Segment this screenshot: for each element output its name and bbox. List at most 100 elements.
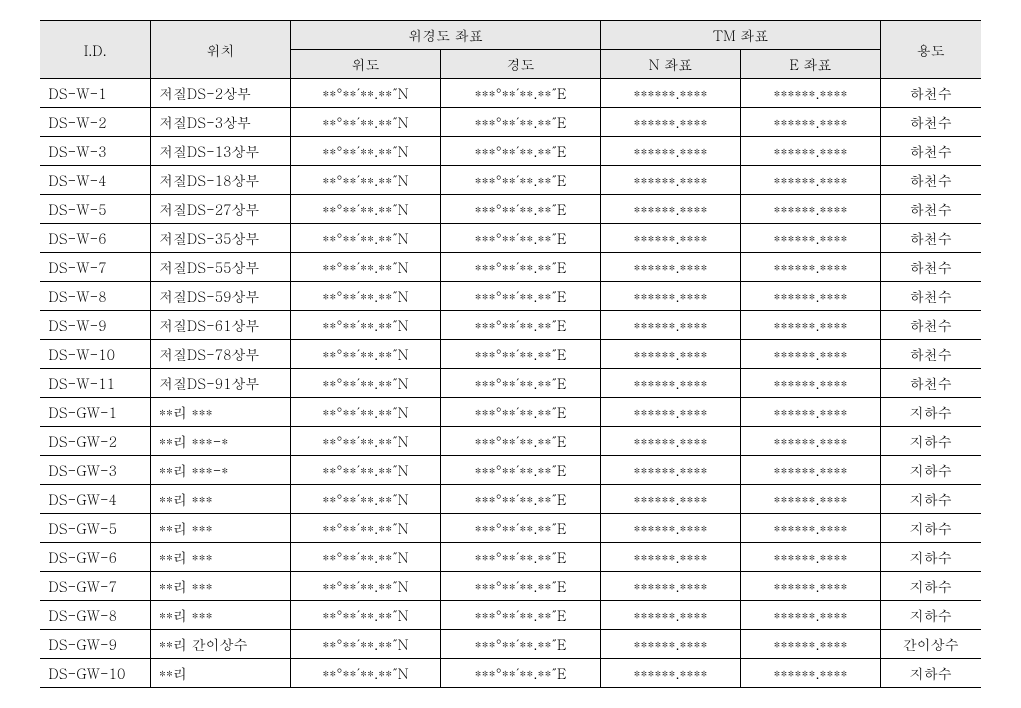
cell-tm-n: ******.**** [601,398,741,427]
cell-use: 지하수 [881,659,981,688]
cell-id: DS-W-6 [40,224,150,253]
col-tm-e: E 좌표 [741,50,881,79]
cell-tm-n: ******.**** [601,630,741,659]
cell-tm-n: ******.**** [601,253,741,282]
table-row: DS-GW-10**리**°**′**.**″N***°**′**.**″E**… [40,659,980,688]
cell-tm-e: ******.**** [741,485,881,514]
table-row: DS-W-11저질DS-91상부**°**′**.**″N***°**′**.*… [40,369,980,398]
cell-tm-e: ******.**** [741,311,881,340]
cell-tm-n: ******.**** [601,659,741,688]
cell-use: 지하수 [881,398,981,427]
cell-id: DS-GW-9 [40,630,150,659]
cell-tm-e: ******.**** [741,514,881,543]
cell-lat: **°**′**.**″N [290,137,440,166]
cell-tm-e: ******.**** [741,340,881,369]
cell-use: 지하수 [881,485,981,514]
cell-lat: **°**′**.**″N [290,543,440,572]
cell-lon: ***°**′**.**″E [440,485,600,514]
cell-location: **리 간이상수 [150,630,290,659]
cell-id: DS-W-5 [40,195,150,224]
cell-id: DS-GW-6 [40,543,150,572]
cell-lat: **°**′**.**″N [290,253,440,282]
cell-tm-e: ******.**** [741,398,881,427]
cell-use: 하천수 [881,137,981,166]
cell-lon: ***°**′**.**″E [440,543,600,572]
cell-tm-n: ******.**** [601,543,741,572]
cell-lat: **°**′**.**″N [290,311,440,340]
cell-lon: ***°**′**.**″E [440,224,600,253]
cell-lon: ***°**′**.**″E [440,137,600,166]
cell-tm-e: ******.**** [741,572,881,601]
cell-lon: ***°**′**.**″E [440,659,600,688]
cell-use: 하천수 [881,253,981,282]
cell-lon: ***°**′**.**″E [440,456,600,485]
cell-location: **리 *** [150,543,290,572]
cell-tm-n: ******.**** [601,456,741,485]
cell-use: 지하수 [881,601,981,630]
cell-location: 저질DS-2상부 [150,79,290,108]
table-row: DS-GW-7**리 *****°**′**.**″N***°**′**.**″… [40,572,980,601]
cell-use: 지하수 [881,427,981,456]
cell-tm-n: ******.**** [601,282,741,311]
cell-id: DS-W-2 [40,108,150,137]
cell-tm-e: ******.**** [741,79,881,108]
cell-tm-e: ******.**** [741,456,881,485]
cell-id: DS-GW-5 [40,514,150,543]
cell-lon: ***°**′**.**″E [440,340,600,369]
cell-lon: ***°**′**.**″E [440,630,600,659]
cell-tm-n: ******.**** [601,311,741,340]
cell-lon: ***°**′**.**″E [440,253,600,282]
cell-id: DS-GW-1 [40,398,150,427]
cell-lon: ***°**′**.**″E [440,79,600,108]
cell-id: DS-GW-3 [40,456,150,485]
cell-location: **리 *** [150,572,290,601]
cell-lat: **°**′**.**″N [290,282,440,311]
cell-location: 저질DS-78상부 [150,340,290,369]
cell-id: DS-GW-2 [40,427,150,456]
cell-id: DS-W-1 [40,79,150,108]
cell-id: DS-W-8 [40,282,150,311]
cell-use: 하천수 [881,282,981,311]
table-row: DS-GW-9**리 간이상수**°**′**.**″N***°**′**.**… [40,630,980,659]
cell-tm-n: ******.**** [601,601,741,630]
cell-tm-n: ******.**** [601,137,741,166]
cell-lon: ***°**′**.**″E [440,601,600,630]
cell-tm-n: ******.**** [601,572,741,601]
cell-lat: **°**′**.**″N [290,572,440,601]
cell-location: 저질DS-59상부 [150,282,290,311]
table-row: DS-GW-4**리 *****°**′**.**″N***°**′**.**″… [40,485,980,514]
col-lon: 경도 [440,50,600,79]
cell-id: DS-GW-8 [40,601,150,630]
table-row: DS-W-8저질DS-59상부**°**′**.**″N***°**′**.**… [40,282,980,311]
cell-tm-n: ******.**** [601,79,741,108]
cell-location: 저질DS-13상부 [150,137,290,166]
cell-tm-n: ******.**** [601,340,741,369]
cell-tm-n: ******.**** [601,224,741,253]
cell-lat: **°**′**.**″N [290,398,440,427]
cell-location: **리 ***-* [150,427,290,456]
cell-id: DS-W-11 [40,369,150,398]
cell-tm-n: ******.**** [601,369,741,398]
cell-use: 하천수 [881,108,981,137]
cell-use: 하천수 [881,195,981,224]
table-row: DS-GW-8**리 *****°**′**.**″N***°**′**.**″… [40,601,980,630]
table-row: DS-W-6저질DS-35상부**°**′**.**″N***°**′**.**… [40,224,980,253]
cell-use: 간이상수 [881,630,981,659]
cell-location: **리 *** [150,601,290,630]
cell-tm-e: ******.**** [741,630,881,659]
cell-lat: **°**′**.**″N [290,485,440,514]
table-row: DS-W-9저질DS-61상부**°**′**.**″N***°**′**.**… [40,311,980,340]
col-latlon-group: 위경도 좌표 [290,21,600,50]
cell-lon: ***°**′**.**″E [440,282,600,311]
cell-location: **리 *** [150,485,290,514]
cell-tm-e: ******.**** [741,369,881,398]
cell-id: DS-W-9 [40,311,150,340]
cell-use: 하천수 [881,224,981,253]
cell-location: 저질DS-55상부 [150,253,290,282]
col-tm-n: N 좌표 [601,50,741,79]
cell-location: 저질DS-27상부 [150,195,290,224]
cell-lat: **°**′**.**″N [290,340,440,369]
cell-lon: ***°**′**.**″E [440,572,600,601]
cell-tm-e: ******.**** [741,601,881,630]
table-row: DS-W-5저질DS-27상부**°**′**.**″N***°**′**.**… [40,195,980,224]
